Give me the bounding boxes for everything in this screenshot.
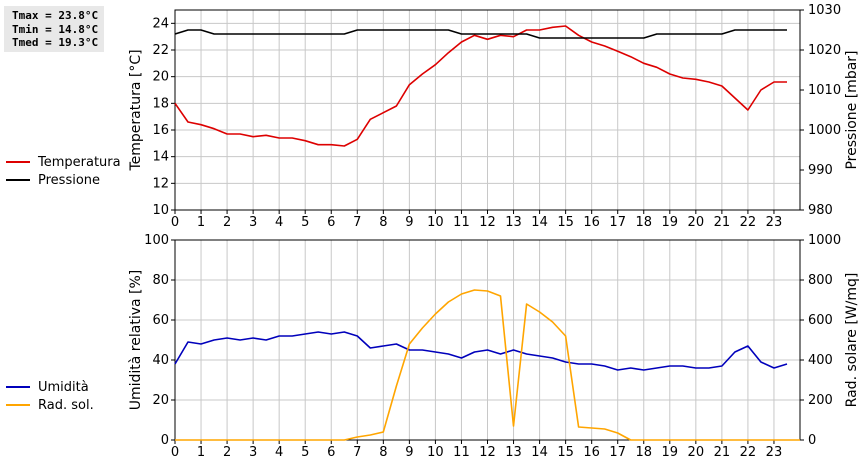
panel2-ytick-label-5: 100 — [144, 233, 169, 248]
panel2-xtick-label-7: 7 — [353, 445, 361, 460]
panel1-xtick-label-0: 0 — [171, 215, 179, 230]
panel2-xtick-label-21: 21 — [714, 445, 731, 460]
panel2-xtick-label-20: 20 — [688, 445, 705, 460]
panel1-xtick-label-17: 17 — [609, 215, 626, 230]
panel2-ytick-label-2: 40 — [152, 353, 169, 368]
panel1-xtick-label-13: 13 — [505, 215, 522, 230]
panel2-xtick-label-22: 22 — [740, 445, 757, 460]
panel2-xtick-label-5: 5 — [301, 445, 309, 460]
panel2-xtick-label-15: 15 — [557, 445, 574, 460]
panel1-xtick-label-10: 10 — [427, 215, 444, 230]
panel2-xtick-label-14: 14 — [531, 445, 548, 460]
panel2-ytick-label-1: 20 — [152, 393, 169, 408]
stats-box: Tmax = 23.8°C Tmin = 14.8°C Tmed = 19.3°… — [4, 6, 104, 52]
panel1-y2tick-label-0: 980 — [808, 203, 833, 218]
tmax-text: Tmax = 23.8°C — [12, 9, 99, 22]
panel1-xtick-label-18: 18 — [635, 215, 652, 230]
panel1-xtick-label-20: 20 — [688, 215, 705, 230]
panel2-xtick-label-12: 12 — [479, 445, 496, 460]
panel1-y2label: Pressione [mbar] — [844, 50, 860, 169]
panel1-ytick-label-4: 18 — [152, 96, 169, 111]
panel1-xtick-label-15: 15 — [557, 215, 574, 230]
tmed-text: Tmed = 19.3°C — [12, 36, 99, 49]
panel2-series-line-0 — [174, 331, 788, 371]
panel1-series-line-0 — [174, 25, 787, 147]
panel2-legend-label-0: Umidità — [38, 380, 89, 395]
panel2-ytick-label-0: 0 — [161, 433, 169, 448]
panel1-ytick-label-1: 12 — [152, 176, 169, 191]
panel1-xtick-label-6: 6 — [327, 215, 335, 230]
panel2-xtick-label-23: 23 — [766, 445, 783, 460]
panel1-y2tick-label-5: 1030 — [808, 3, 841, 18]
panel1-xtick-label-12: 12 — [479, 215, 496, 230]
panel2-y2tick-label-4: 800 — [808, 273, 833, 288]
panel2-y2label: Rad. solare [W/mq] — [844, 273, 860, 408]
panel2-ylabel: Umidità relativa [%] — [128, 270, 144, 411]
panel1-xtick-label-1: 1 — [197, 215, 205, 230]
panel1-xtick-label-7: 7 — [353, 215, 361, 230]
panel2-xtick-label-0: 0 — [171, 445, 179, 460]
panel1-xtick-label-3: 3 — [249, 215, 257, 230]
panel1-xtick-label-19: 19 — [662, 215, 679, 230]
panel1-series-line-1 — [174, 29, 787, 39]
panel1-xtick-label-16: 16 — [583, 215, 600, 230]
panel1-xtick-label-5: 5 — [301, 215, 309, 230]
panel1-ytick-label-0: 10 — [152, 203, 169, 218]
panel1-xtick-label-2: 2 — [223, 215, 231, 230]
panel1-xtick-label-14: 14 — [531, 215, 548, 230]
panel2-xtick-label-19: 19 — [662, 445, 679, 460]
tmin-text: Tmin = 14.8°C — [12, 22, 99, 36]
panel2-xtick-label-2: 2 — [223, 445, 231, 460]
panel1-xtick-label-23: 23 — [766, 215, 783, 230]
panel1-ylabel: Temperatura [°C] — [128, 49, 144, 171]
panel1-xtick-label-22: 22 — [740, 215, 757, 230]
panel2-y2tick-label-1: 200 — [808, 393, 833, 408]
panel2-ytick-label-4: 80 — [152, 273, 169, 288]
panel1-xtick-label-4: 4 — [275, 215, 283, 230]
panel1-xtick-label-21: 21 — [714, 215, 731, 230]
panel1-ytick-label-2: 14 — [152, 150, 169, 165]
panel1-xtick-label-8: 8 — [379, 215, 387, 230]
panel2-xtick-label-9: 9 — [405, 445, 413, 460]
panel1-ytick-label-7: 24 — [152, 16, 169, 31]
panel2-y2tick-label-3: 600 — [808, 313, 833, 328]
panel1-legend-label-1: Pressione — [38, 173, 100, 188]
panel2-xtick-label-6: 6 — [327, 445, 335, 460]
panel1-xtick-label-9: 9 — [405, 215, 413, 230]
panel2-xtick-label-1: 1 — [197, 445, 205, 460]
panel2-xtick-label-4: 4 — [275, 445, 283, 460]
panel2-xtick-label-8: 8 — [379, 445, 387, 460]
panel2-xtick-label-13: 13 — [505, 445, 522, 460]
panel2-xtick-label-11: 11 — [453, 445, 470, 460]
panel1-xtick-label-11: 11 — [453, 215, 470, 230]
panel1-y2tick-label-3: 1010 — [808, 83, 841, 98]
panel2-y2tick-label-0: 0 — [808, 433, 816, 448]
panel2-xtick-label-17: 17 — [609, 445, 626, 460]
panel1-y2tick-label-2: 1000 — [808, 123, 841, 138]
panel2-series-line-1 — [175, 289, 800, 441]
panel2-xtick-label-18: 18 — [635, 445, 652, 460]
panel1-y2tick-label-1: 990 — [808, 163, 833, 178]
panel1-ytick-label-3: 16 — [152, 123, 169, 138]
panel1-legend-label-0: Temperatura — [37, 155, 121, 170]
panel2-xtick-label-16: 16 — [583, 445, 600, 460]
panel1-ytick-label-5: 20 — [152, 70, 169, 85]
panel2-xtick-label-3: 3 — [249, 445, 257, 460]
panel1-y2tick-label-4: 1020 — [808, 43, 841, 58]
panel2-legend-label-1: Rad. sol. — [38, 398, 94, 413]
panel2-ytick-label-3: 60 — [152, 313, 169, 328]
panel2-y2tick-label-5: 1000 — [808, 233, 841, 248]
panel2-xtick-label-10: 10 — [427, 445, 444, 460]
panel2-y2tick-label-2: 400 — [808, 353, 833, 368]
panel1-ytick-label-6: 22 — [152, 43, 169, 58]
